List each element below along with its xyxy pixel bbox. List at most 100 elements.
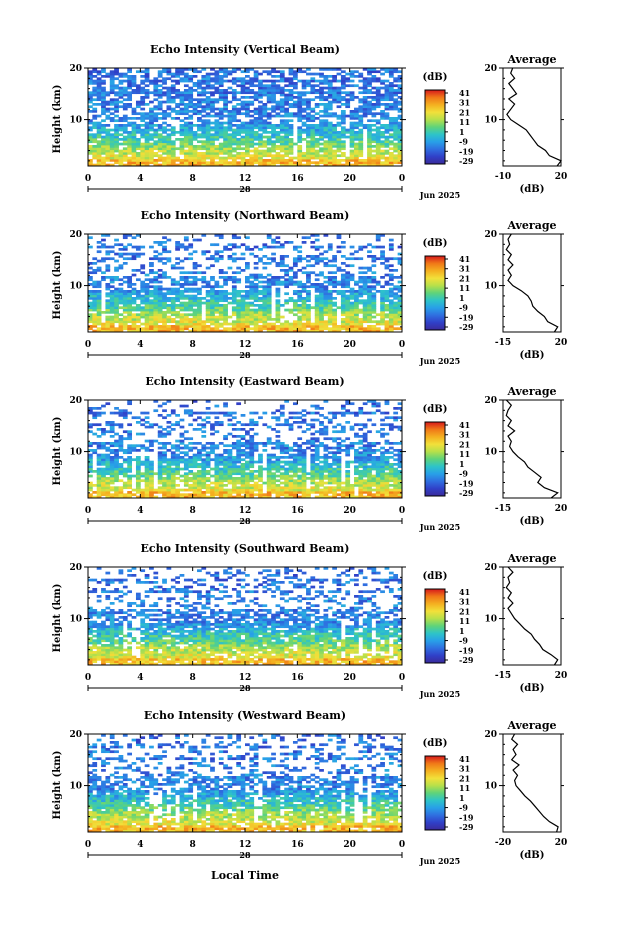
heatmap-cell <box>170 145 176 148</box>
heatmap-cell <box>192 262 198 265</box>
heatmap-cell <box>122 262 128 265</box>
heatmap-cell <box>218 313 224 317</box>
heatmap-cell <box>384 107 390 111</box>
heatmap-cell <box>245 474 250 478</box>
heatmap-cell <box>253 320 259 324</box>
heatmap-cell <box>362 318 368 321</box>
heatmap-cell <box>192 301 198 305</box>
heatmap-cell <box>340 313 346 317</box>
heatmap-cell <box>301 82 307 85</box>
heatmap-cell <box>388 135 394 139</box>
heatmap-cell <box>332 100 337 104</box>
heatmap-cell <box>362 463 368 466</box>
heatmap-cell <box>135 472 141 476</box>
heatmap-cell <box>105 318 111 321</box>
heatmap-cell <box>201 163 207 167</box>
heatmap-cell <box>380 297 385 300</box>
heatmap-cell <box>240 313 246 317</box>
heatmap-cell <box>266 234 272 237</box>
heatmap-cell <box>166 458 172 462</box>
heatmap-cell <box>362 290 368 293</box>
heatmap-cell <box>258 138 263 141</box>
heatmap-cell <box>380 133 385 137</box>
colorbar-tick-label: -29 <box>459 156 474 166</box>
heatmap-cell <box>105 135 111 139</box>
heatmap-cell <box>88 100 93 104</box>
heatmap-cell <box>197 271 202 275</box>
heatmap-cell <box>223 91 228 95</box>
heatmap-cell <box>105 110 111 113</box>
heatmap-cell <box>275 313 281 317</box>
heatmap-cell <box>210 79 215 83</box>
heatmap-cell <box>262 297 268 300</box>
heatmap-cell <box>240 315 246 319</box>
heatmap-cell <box>266 117 272 120</box>
heatmap-cell <box>218 98 224 102</box>
heatmap-cell <box>144 301 150 305</box>
heatmap-cell <box>284 79 290 83</box>
heatmap-cell <box>388 313 394 317</box>
heatmap-cell <box>122 306 128 310</box>
heatmap-cell <box>118 105 124 109</box>
heatmap-cell <box>253 124 259 127</box>
heatmap-cell <box>249 280 255 284</box>
heatmap-cell <box>214 304 220 307</box>
heatmap-cell <box>279 486 285 490</box>
heatmap-cell <box>192 491 198 494</box>
heatmap-cell <box>301 100 307 104</box>
heatmap-cell <box>371 145 377 148</box>
heatmap-cell <box>284 322 290 326</box>
heatmap-cell <box>101 140 106 144</box>
heatmap-cell <box>192 304 198 307</box>
heatmap-cell <box>92 124 98 127</box>
heatmap-cell <box>393 472 399 476</box>
heatmap-cell <box>170 470 176 473</box>
heatmap-cell <box>153 308 159 312</box>
heatmap-cell <box>266 304 272 307</box>
heatmap-cell <box>223 318 228 321</box>
heatmap-cell <box>175 329 180 333</box>
heatmap-cell <box>223 114 228 118</box>
heatmap-cell <box>258 124 263 127</box>
heatmap-cell <box>297 290 303 293</box>
heatmap-cell <box>319 484 324 487</box>
heatmap-cell <box>162 327 167 331</box>
heatmap-cell <box>240 306 246 310</box>
x-tick-label: 16 <box>291 174 304 184</box>
heatmap-cell <box>175 245 180 249</box>
heatmap-cell <box>284 474 290 478</box>
heatmap-cell <box>144 156 150 160</box>
heatmap-cell <box>240 138 246 141</box>
heatmap-cell <box>332 467 337 471</box>
heatmap-cell <box>227 474 233 478</box>
heatmap-cell <box>109 159 115 162</box>
heatmap-cell <box>323 470 329 473</box>
heatmap-cell <box>327 89 333 92</box>
heatmap-cell <box>345 301 351 305</box>
heatmap-cell <box>149 465 154 469</box>
heatmap-cell <box>301 472 307 476</box>
heatmap-cell <box>301 271 307 275</box>
heatmap-cell <box>135 479 141 483</box>
heatmap-cell <box>258 318 263 321</box>
heatmap-cell <box>149 112 154 116</box>
heatmap-cell <box>88 470 93 473</box>
heatmap-cell <box>227 255 233 258</box>
heatmap-cell <box>323 264 329 268</box>
heatmap-cell <box>393 105 399 109</box>
heatmap-cell <box>345 84 351 88</box>
heatmap-cell <box>332 276 337 279</box>
heatmap-cell <box>170 299 176 303</box>
heatmap-cell <box>170 98 176 102</box>
heatmap-cell <box>101 477 106 480</box>
heatmap-cell <box>371 463 377 466</box>
heatmap-cell <box>271 491 276 494</box>
heatmap-cell <box>236 481 242 485</box>
heatmap-cell <box>188 156 194 160</box>
heatmap-cell <box>188 488 194 492</box>
heatmap-cell <box>245 133 250 137</box>
heatmap-cell <box>271 98 276 102</box>
heatmap-cell <box>223 474 228 478</box>
heatmap-cell <box>175 248 180 251</box>
heatmap-cell <box>314 472 320 476</box>
